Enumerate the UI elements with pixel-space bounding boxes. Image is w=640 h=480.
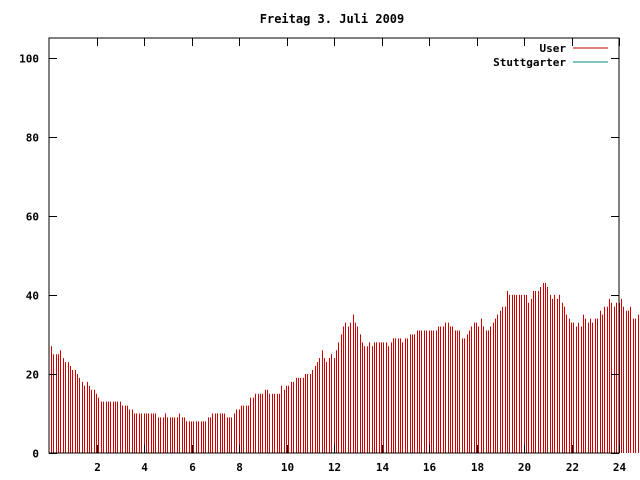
y-tick-label: 0: [32, 448, 39, 461]
legend: User Stuttgarter: [493, 42, 608, 69]
x-tick-label: 20: [518, 461, 531, 474]
x-tick-label: 10: [281, 461, 294, 474]
legend-label-user: User: [540, 42, 567, 55]
y-tick-label: 60: [26, 211, 39, 224]
x-tick-label: 24: [613, 461, 627, 474]
legend-label-stuttgarter: Stuttgarter: [493, 56, 566, 69]
x-tick-label: 2: [94, 461, 101, 474]
x-tick-label: 22: [566, 461, 579, 474]
x-tick-label: 12: [328, 461, 341, 474]
x-tick-label: 14: [376, 461, 390, 474]
x-tick-label: 4: [141, 461, 148, 474]
x-tick-label: 8: [236, 461, 243, 474]
y-tick-label: 40: [26, 290, 39, 303]
x-tick-label: 16: [423, 461, 437, 474]
x-tick-label: 18: [471, 461, 484, 474]
y-tick-label: 80: [26, 132, 39, 145]
bar-group: [51, 283, 639, 453]
y-tick-label: 100: [19, 53, 39, 66]
x-tick-label: 6: [189, 461, 196, 474]
chart-title: Freitag 3. Juli 2009: [260, 12, 405, 26]
plot-frame: [48, 37, 620, 454]
y-tick-label: 20: [26, 369, 39, 382]
